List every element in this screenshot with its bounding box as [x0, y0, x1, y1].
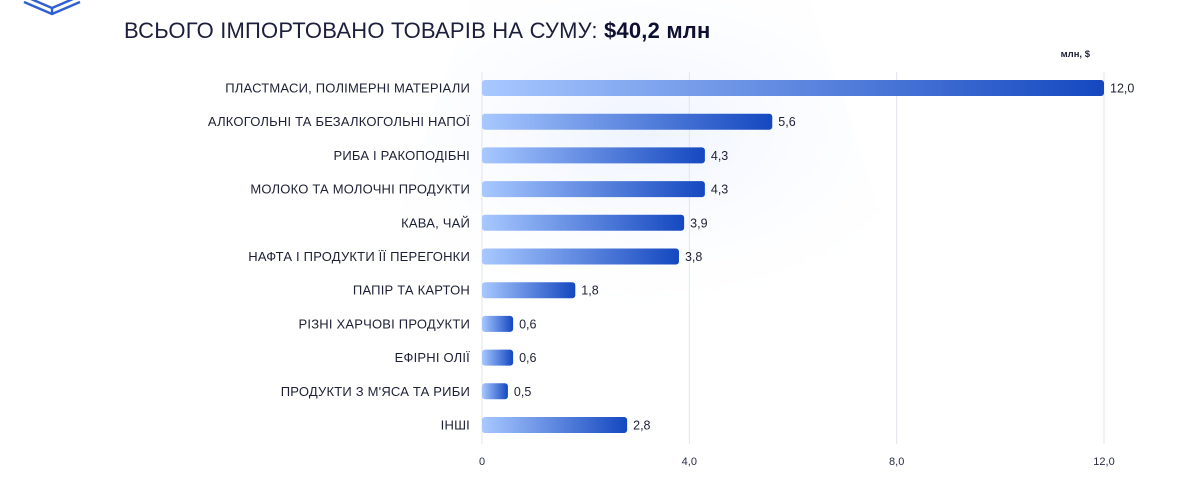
bars [482, 80, 1104, 433]
category-label: ПРОДУКТИ З М'ЯСА ТА РИБИ [281, 384, 470, 399]
category-label: ПАПІР ТА КАРТОН [353, 283, 470, 298]
value-label: 3,8 [685, 250, 702, 264]
value-label: 4,3 [711, 183, 728, 197]
bar [482, 282, 576, 299]
tick-label: 12,0 [1093, 456, 1114, 468]
unit-label: млн, $ [1061, 49, 1091, 60]
chart-title: ВСЬОГО ІМПОРТОВАНО ТОВАРІВ НА СУМУ: $40,… [124, 18, 710, 44]
bar [482, 417, 628, 433]
value-label: 5,6 [778, 115, 795, 129]
labels: 0 4,0 8,0 12,0 ПЛАСТМАСИ, ПОЛІМЕРНІ МАТЕРІАЛ… [208, 81, 1134, 469]
value-label: 0,6 [519, 317, 536, 331]
value-label: 2,8 [633, 419, 650, 433]
value-label: 4,3 [711, 149, 728, 163]
category-label: НАФТА І ПРОДУКТИ ЇЇ ПЕРЕГОНКИ [248, 249, 470, 264]
tick-label: 8,0 [889, 456, 904, 468]
bar [482, 248, 679, 265]
category-label: АЛКОГОЛЬНІ ТА БЕЗАЛКОГОЛЬНІ НАПОЇ [208, 114, 470, 129]
bar [482, 181, 705, 198]
title-prefix: ВСЬОГО ІМПОРТОВАНО ТОВАРІВ НА СУМУ: [124, 18, 598, 43]
bar [482, 315, 514, 332]
category-label: МОЛОКО ТА МОЛОЧНІ ПРОДУКТИ [250, 182, 470, 197]
value-label: 12,0 [1110, 82, 1134, 96]
tick-label: 4,0 [682, 456, 697, 468]
grid-lines [481, 72, 1105, 444]
bar [482, 349, 514, 366]
bar [482, 113, 773, 130]
value-label: 0,6 [519, 351, 536, 365]
value-label: 0,5 [514, 385, 531, 399]
value-label: 3,9 [690, 216, 707, 230]
bar [482, 383, 508, 400]
tick-label: 0 [479, 456, 485, 468]
category-label: ІНШІ [441, 418, 470, 433]
bar [482, 214, 685, 231]
category-label: РІЗНІ ХАРЧОВІ ПРОДУКТИ [299, 316, 470, 331]
bar [482, 147, 705, 164]
value-label: 1,8 [581, 284, 598, 298]
bar [482, 80, 1104, 96]
category-label: КАВА, ЧАЙ [401, 215, 470, 230]
book-logo-icon [23, 0, 81, 16]
category-label: ПЛАСТМАСИ, ПОЛІМЕРНІ МАТЕРІАЛИ [225, 81, 470, 96]
title-total: $40,2 млн [603, 18, 711, 43]
category-label: РИБА І РАКОПОДІБНІ [334, 148, 471, 163]
category-label: ЕФІРНІ ОЛІЇ [395, 350, 471, 365]
